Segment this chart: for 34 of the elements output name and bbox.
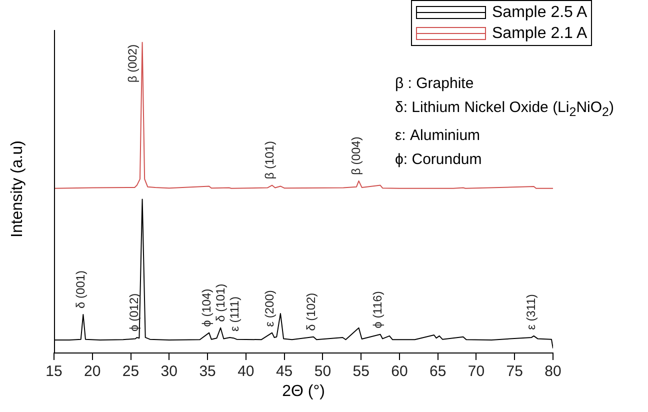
x-tick-label: 65 [430, 363, 446, 380]
legend-label: Sample 2.5 A [492, 4, 588, 22]
annotation: ε: Aluminium [395, 126, 482, 146]
annotation: δ (001) [73, 270, 88, 308]
x-tick-label: 70 [468, 363, 485, 380]
annotation: β (002) [126, 44, 140, 83]
x-tick-label: 75 [506, 363, 523, 380]
annotation: δ: Lithium Nickel Oxide (Li$_{2}$NiO$_{2}$) [395, 98, 614, 121]
x-tick-label: 55 [352, 363, 370, 380]
x-tick-label: 30 [160, 363, 178, 380]
x-tick-label: 20 [84, 363, 101, 380]
x-axis-title: 2Θ (°) [281, 383, 326, 401]
annotation: ϕ (012) [127, 293, 142, 332]
annotation: δ (102) [304, 292, 318, 331]
x-tick-label: 45 [276, 363, 293, 380]
x-tick-label: 80 [544, 363, 562, 380]
annotation: ε (311) [524, 294, 538, 330]
annotation: ϕ (116) [370, 291, 385, 328]
annotation: β (004) [349, 136, 364, 175]
annotation: ε (200) [262, 290, 276, 327]
legend-label: Sample 2.1 A [492, 24, 588, 42]
annotation: β : Graphite [395, 74, 475, 94]
annotation: ϕ: Corundum [395, 150, 483, 170]
y-axis-title: Intensity (a.u) [9, 140, 27, 240]
annotation: ϕ (104) [199, 288, 214, 327]
annotation: ε (111) [227, 296, 242, 332]
x-tick-label: 40 [238, 363, 254, 380]
x-tick-label: 50 [314, 363, 332, 380]
annotation: δ (101) [213, 284, 228, 322]
x-tick-label: 60 [391, 363, 408, 380]
x-tick-label: 25 [122, 363, 140, 380]
x-tick-label: 35 [199, 363, 216, 380]
x-tick-label: 15 [46, 363, 62, 380]
annotation: β (101) [262, 141, 276, 180]
